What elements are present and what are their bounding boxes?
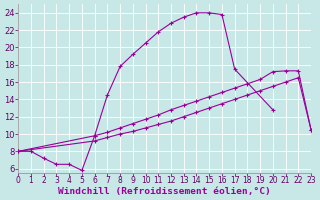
X-axis label: Windchill (Refroidissement éolien,°C): Windchill (Refroidissement éolien,°C) — [58, 187, 271, 196]
